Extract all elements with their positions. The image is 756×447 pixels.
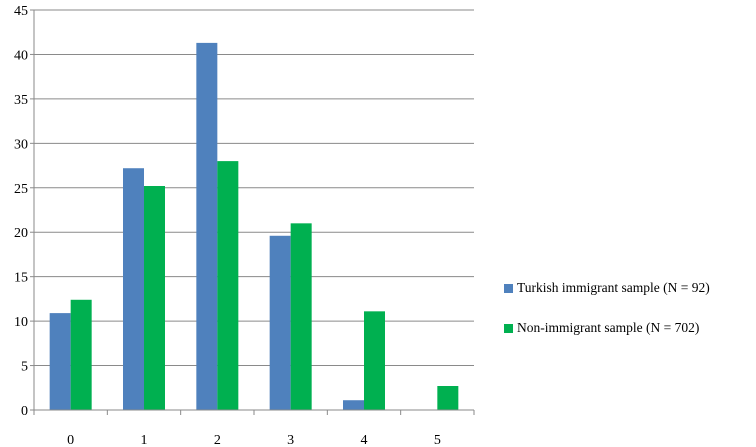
x-tick-label: 4 bbox=[361, 433, 368, 447]
gridlines bbox=[34, 9, 474, 367]
bar-turkish-1 bbox=[123, 168, 144, 410]
bar-non-immigrant-0 bbox=[70, 299, 92, 410]
bar-non-immigrant-1 bbox=[144, 186, 165, 410]
y-tick-label: 0 bbox=[21, 404, 28, 419]
y-tick-label: 40 bbox=[14, 48, 28, 63]
legend-item-non-immigrant: Non-immigrant sample (N = 702) bbox=[504, 320, 699, 336]
bar-non-immigrant-2 bbox=[217, 161, 239, 410]
legend-label-non-immigrant: Non-immigrant sample (N = 702) bbox=[517, 320, 700, 335]
y-tick-label: 45 bbox=[14, 4, 28, 19]
bar-turkish-4 bbox=[343, 400, 364, 410]
legend-label-turkish: Turkish immigrant sample (N = 92) bbox=[517, 280, 710, 295]
bar-turkish-3 bbox=[269, 235, 291, 410]
bar-non-immigrant-3 bbox=[290, 223, 312, 410]
x-tick-label: 2 bbox=[214, 433, 221, 447]
legend-swatch-turkish bbox=[504, 283, 513, 293]
legend: Turkish immigrant sample (N = 92) Non-im… bbox=[504, 270, 754, 365]
y-tick-label: 25 bbox=[14, 182, 28, 197]
y-axis-tick-labels: 0 5 10 15 20 25 30 35 40 45 bbox=[14, 4, 28, 419]
x-tick-label: 0 bbox=[67, 433, 74, 447]
bar-non-immigrant-5 bbox=[437, 386, 459, 410]
legend-item-turkish: Turkish immigrant sample (N = 92) bbox=[504, 280, 710, 296]
axes bbox=[30, 9, 475, 415]
bar-turkish-2 bbox=[196, 42, 218, 411]
bar-turkish-0 bbox=[49, 313, 71, 410]
y-tick-label: 10 bbox=[14, 315, 28, 330]
y-tick-label: 35 bbox=[14, 93, 28, 108]
x-tick-label: 5 bbox=[434, 433, 441, 447]
y-tick-label: 30 bbox=[14, 137, 28, 152]
y-tick-label: 15 bbox=[14, 271, 28, 286]
legend-swatch-non-immigrant bbox=[504, 323, 513, 333]
bar-non-immigrant-4 bbox=[364, 311, 385, 410]
y-tick-label: 20 bbox=[14, 226, 28, 241]
y-tick-label: 5 bbox=[21, 360, 28, 375]
bars bbox=[49, 42, 459, 411]
x-tick-label: 3 bbox=[287, 433, 294, 447]
x-axis-tick-labels: 0 1 2 3 4 5 bbox=[67, 433, 441, 447]
x-tick-label: 1 bbox=[141, 433, 148, 447]
